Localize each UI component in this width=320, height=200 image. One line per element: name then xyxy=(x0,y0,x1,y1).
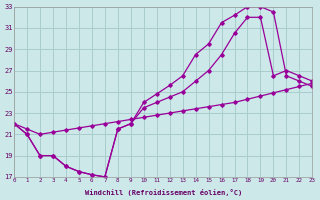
X-axis label: Windchill (Refroidissement éolien,°C): Windchill (Refroidissement éolien,°C) xyxy=(84,189,242,196)
